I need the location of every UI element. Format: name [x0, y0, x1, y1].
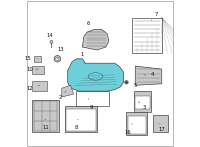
Text: 9: 9 — [88, 98, 93, 110]
FancyBboxPatch shape — [32, 100, 59, 132]
FancyBboxPatch shape — [128, 116, 146, 134]
Text: 8: 8 — [75, 119, 78, 130]
Polygon shape — [135, 66, 162, 85]
FancyBboxPatch shape — [65, 106, 97, 132]
Text: 12: 12 — [26, 85, 40, 91]
Polygon shape — [68, 59, 124, 91]
Polygon shape — [82, 29, 109, 50]
FancyBboxPatch shape — [126, 112, 147, 135]
Text: 16: 16 — [125, 123, 132, 135]
Text: 14: 14 — [47, 33, 53, 44]
Text: 13: 13 — [57, 47, 64, 59]
Text: 2: 2 — [59, 91, 66, 100]
FancyBboxPatch shape — [76, 91, 109, 106]
Text: 7: 7 — [151, 12, 158, 21]
FancyBboxPatch shape — [132, 18, 162, 53]
Circle shape — [50, 40, 53, 43]
Circle shape — [126, 82, 127, 83]
Circle shape — [54, 56, 61, 62]
FancyBboxPatch shape — [34, 56, 41, 62]
Text: 10: 10 — [26, 67, 38, 72]
Text: 17: 17 — [158, 123, 165, 132]
Polygon shape — [62, 85, 74, 97]
Text: 4: 4 — [144, 72, 155, 77]
Text: 5: 5 — [126, 82, 137, 88]
Circle shape — [125, 81, 128, 84]
Text: 1: 1 — [81, 52, 85, 64]
FancyBboxPatch shape — [135, 96, 150, 109]
FancyBboxPatch shape — [134, 91, 151, 112]
Text: 15: 15 — [25, 56, 38, 61]
FancyBboxPatch shape — [32, 81, 47, 91]
FancyBboxPatch shape — [153, 115, 168, 132]
Text: 3: 3 — [138, 101, 146, 110]
Text: 6: 6 — [87, 21, 91, 32]
Text: 11: 11 — [42, 119, 49, 130]
FancyBboxPatch shape — [32, 66, 44, 74]
Circle shape — [56, 57, 59, 60]
FancyBboxPatch shape — [66, 109, 96, 131]
